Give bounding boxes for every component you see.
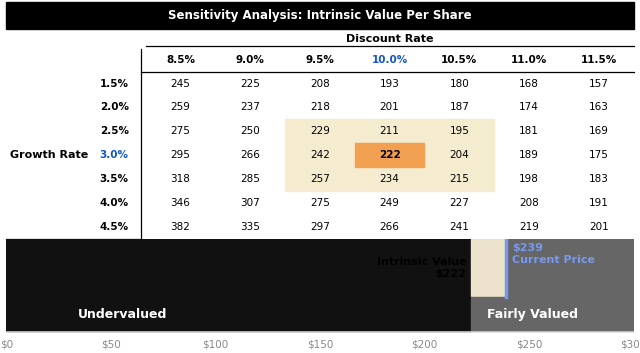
Text: 335: 335 xyxy=(240,222,260,232)
Text: Undervalued: Undervalued xyxy=(77,307,167,321)
Text: 157: 157 xyxy=(589,78,609,89)
Bar xyxy=(470,297,634,331)
Text: 11.5%: 11.5% xyxy=(580,55,617,65)
Bar xyxy=(6,297,470,331)
Text: 10.0%: 10.0% xyxy=(371,55,408,65)
Text: 8.5%: 8.5% xyxy=(166,55,195,65)
Text: 346: 346 xyxy=(170,198,191,208)
Bar xyxy=(506,239,634,297)
Text: 297: 297 xyxy=(310,222,330,232)
Text: 211: 211 xyxy=(380,126,399,136)
Text: 3.0%: 3.0% xyxy=(100,150,129,160)
Text: $0: $0 xyxy=(0,339,13,349)
Text: 193: 193 xyxy=(380,78,399,89)
Text: 9.5%: 9.5% xyxy=(305,55,334,65)
Text: 187: 187 xyxy=(449,102,469,112)
Bar xyxy=(355,143,424,167)
Text: Growth Rate: Growth Rate xyxy=(10,150,88,160)
Text: 225: 225 xyxy=(240,78,260,89)
Text: 189: 189 xyxy=(519,150,539,160)
Text: $50: $50 xyxy=(101,339,121,349)
Text: 241: 241 xyxy=(449,222,469,232)
Text: 218: 218 xyxy=(310,102,330,112)
Text: Fairly Valued: Fairly Valued xyxy=(487,307,578,321)
Text: $150: $150 xyxy=(307,339,333,349)
Text: 204: 204 xyxy=(449,150,469,160)
Text: 227: 227 xyxy=(449,198,469,208)
Text: 169: 169 xyxy=(589,126,609,136)
Text: 215: 215 xyxy=(449,174,469,184)
Text: $239
Current Price: $239 Current Price xyxy=(513,243,595,265)
Text: 2.0%: 2.0% xyxy=(100,102,129,112)
Text: 183: 183 xyxy=(589,174,609,184)
Text: 9.0%: 9.0% xyxy=(236,55,264,65)
Text: Discount Rate: Discount Rate xyxy=(346,34,433,44)
Bar xyxy=(6,2,634,29)
Text: 201: 201 xyxy=(380,102,399,112)
Text: 295: 295 xyxy=(170,150,191,160)
Text: 11.0%: 11.0% xyxy=(511,55,547,65)
Text: 318: 318 xyxy=(170,174,191,184)
Text: 285: 285 xyxy=(240,174,260,184)
Text: 191: 191 xyxy=(589,198,609,208)
Text: 266: 266 xyxy=(240,150,260,160)
Text: 180: 180 xyxy=(449,78,469,89)
Text: 3.5%: 3.5% xyxy=(100,174,129,184)
Text: $100: $100 xyxy=(202,339,228,349)
Text: Intrinsic Value
$222: Intrinsic Value $222 xyxy=(376,257,467,279)
Text: 249: 249 xyxy=(380,198,399,208)
Text: 10.5%: 10.5% xyxy=(441,55,477,65)
Text: 382: 382 xyxy=(170,222,191,232)
Bar xyxy=(470,239,506,297)
Text: 307: 307 xyxy=(241,198,260,208)
Text: 168: 168 xyxy=(519,78,539,89)
Text: 234: 234 xyxy=(380,174,399,184)
Text: Sensitivity Analysis: Intrinsic Value Per Share: Sensitivity Analysis: Intrinsic Value Pe… xyxy=(168,9,472,22)
Text: 4.0%: 4.0% xyxy=(100,198,129,208)
Text: 237: 237 xyxy=(240,102,260,112)
Text: $300: $300 xyxy=(620,339,640,349)
Text: 259: 259 xyxy=(170,102,191,112)
Text: 174: 174 xyxy=(519,102,539,112)
Text: 195: 195 xyxy=(449,126,469,136)
Text: 163: 163 xyxy=(589,102,609,112)
Text: 181: 181 xyxy=(519,126,539,136)
Text: 198: 198 xyxy=(519,174,539,184)
Text: 222: 222 xyxy=(379,150,401,160)
Text: 1.5%: 1.5% xyxy=(100,78,129,89)
Text: 201: 201 xyxy=(589,222,609,232)
Text: 219: 219 xyxy=(519,222,539,232)
Text: $200: $200 xyxy=(412,339,438,349)
Text: 208: 208 xyxy=(519,198,539,208)
Bar xyxy=(6,239,470,297)
Text: 229: 229 xyxy=(310,126,330,136)
Text: 275: 275 xyxy=(310,198,330,208)
Text: 208: 208 xyxy=(310,78,330,89)
Text: 175: 175 xyxy=(589,150,609,160)
Text: $250: $250 xyxy=(516,339,542,349)
Text: 266: 266 xyxy=(380,222,399,232)
Text: 4.5%: 4.5% xyxy=(100,222,129,232)
Bar xyxy=(285,119,494,191)
Text: 242: 242 xyxy=(310,150,330,160)
Text: 245: 245 xyxy=(170,78,191,89)
Text: 257: 257 xyxy=(310,174,330,184)
Text: 275: 275 xyxy=(170,126,191,136)
Text: 2.5%: 2.5% xyxy=(100,126,129,136)
Text: 250: 250 xyxy=(241,126,260,136)
